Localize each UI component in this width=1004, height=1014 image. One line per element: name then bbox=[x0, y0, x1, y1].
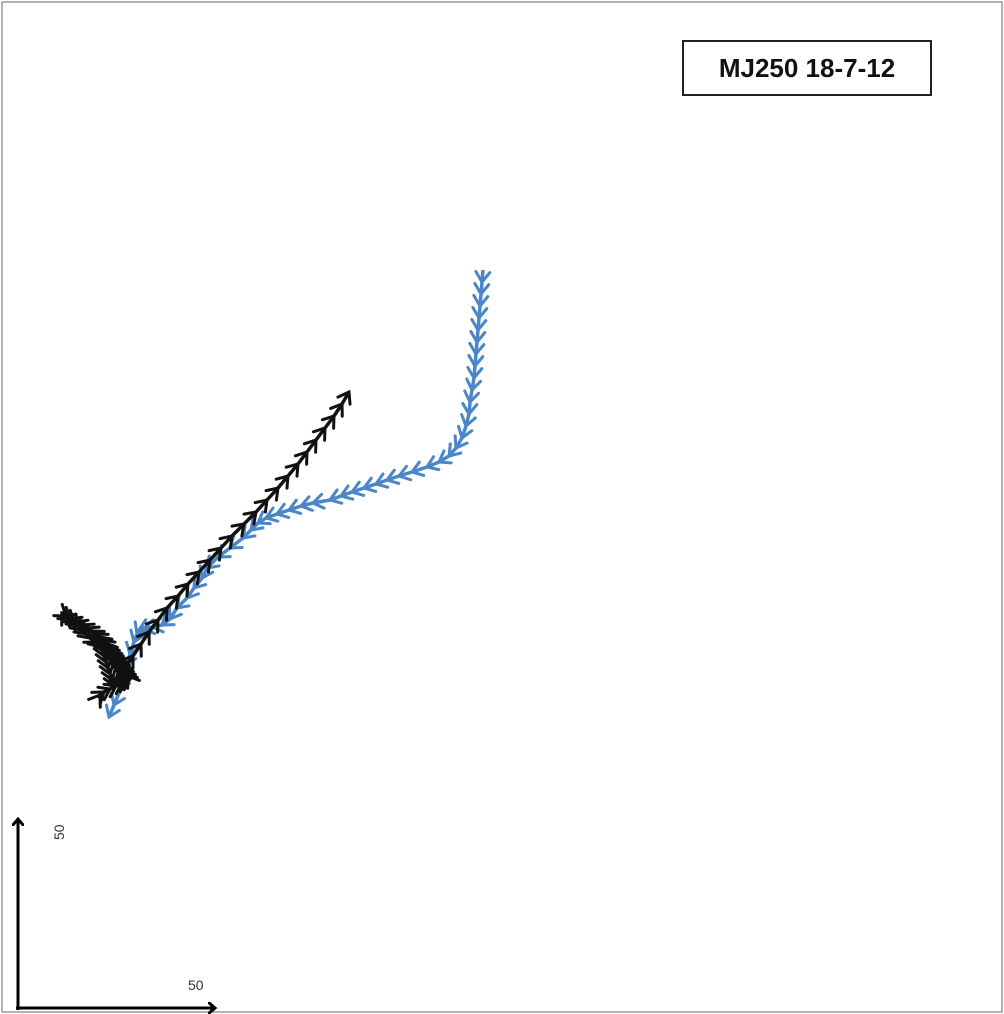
track-2-point bbox=[107, 673, 123, 690]
track-2-point bbox=[185, 570, 201, 586]
track-2-point bbox=[56, 605, 73, 621]
track-2-point bbox=[230, 522, 246, 538]
track-2-point bbox=[120, 653, 135, 670]
track-2-point bbox=[320, 413, 336, 430]
track-1-point bbox=[159, 611, 176, 627]
track-2-point bbox=[253, 498, 269, 514]
track-1-point bbox=[436, 449, 453, 465]
track-2-point bbox=[196, 558, 212, 574]
scale-bar: 50 50 bbox=[16, 820, 214, 1010]
track-2-point bbox=[60, 608, 77, 624]
track-1-point bbox=[192, 574, 208, 591]
track-1-point bbox=[465, 377, 483, 393]
track-2-point bbox=[82, 629, 99, 644]
track-1-point bbox=[461, 401, 479, 417]
track-2-point bbox=[336, 389, 352, 406]
track-2-point bbox=[68, 616, 84, 632]
track-2-point bbox=[52, 602, 69, 618]
track-id-label: MJ250 18-7-12 bbox=[682, 40, 932, 96]
track-1-point bbox=[384, 468, 401, 485]
trajectory-tracks bbox=[52, 269, 492, 720]
track-1-point bbox=[274, 502, 291, 519]
track-2-point bbox=[90, 690, 107, 706]
track-2-point bbox=[329, 401, 344, 418]
track-1-point bbox=[463, 389, 481, 405]
track-2-point bbox=[264, 486, 280, 502]
track-2-point bbox=[89, 636, 106, 653]
track-1-point bbox=[338, 484, 355, 501]
track-1-point bbox=[453, 434, 469, 451]
track-1-point bbox=[472, 293, 490, 309]
track-2-point bbox=[153, 605, 169, 622]
track-2-point bbox=[144, 617, 160, 634]
track-2-point bbox=[113, 663, 129, 680]
track-2-point bbox=[122, 667, 137, 684]
track-1-point bbox=[255, 510, 272, 526]
track-1-point bbox=[460, 413, 477, 429]
track-1-point bbox=[474, 269, 492, 285]
track-1-point bbox=[110, 691, 126, 708]
track-1-point bbox=[409, 460, 426, 477]
track-2-point bbox=[96, 685, 113, 702]
track-1-point bbox=[468, 341, 486, 357]
track-2-point bbox=[118, 661, 133, 678]
track-2-point bbox=[293, 449, 309, 466]
track-2-point bbox=[274, 473, 290, 490]
track-2-point bbox=[64, 612, 80, 628]
track-2-point bbox=[218, 534, 234, 550]
track-2-point bbox=[92, 642, 109, 659]
track-1-point bbox=[361, 476, 378, 493]
track-1-point bbox=[471, 305, 489, 321]
track-1-point bbox=[263, 506, 280, 523]
track-1-point bbox=[466, 365, 484, 381]
track-2-point bbox=[311, 425, 327, 442]
track-1-point bbox=[473, 281, 491, 297]
track-2-point bbox=[242, 510, 258, 526]
scale-bar-y-label: 50 bbox=[51, 824, 67, 840]
track-2-point bbox=[94, 648, 111, 665]
track-1-point bbox=[396, 464, 413, 482]
track-1-point bbox=[327, 488, 344, 505]
track-1-point bbox=[447, 442, 463, 458]
track-2-point bbox=[72, 620, 88, 636]
track-2-point bbox=[128, 641, 143, 658]
track-1-point bbox=[457, 424, 474, 441]
track-2-point bbox=[98, 660, 115, 677]
track-1-point bbox=[249, 516, 265, 532]
track-1-point bbox=[467, 353, 485, 369]
track-1-point bbox=[104, 703, 121, 720]
track-2-point bbox=[102, 682, 119, 699]
track-1-point bbox=[167, 605, 183, 622]
track-1-point bbox=[424, 455, 441, 472]
track-1-point bbox=[286, 498, 303, 515]
track-1-point bbox=[310, 492, 326, 510]
track-2-point bbox=[174, 581, 190, 598]
track-2-point bbox=[302, 437, 318, 454]
track-2-point bbox=[136, 629, 151, 646]
track-2-point bbox=[207, 546, 223, 562]
track-1-point bbox=[470, 317, 488, 333]
track-2-point bbox=[76, 624, 92, 640]
scale-bar-x-label: 50 bbox=[188, 977, 204, 993]
track-2-point bbox=[96, 654, 113, 671]
track-1-point bbox=[129, 628, 146, 645]
track-2-point bbox=[284, 461, 300, 478]
track-1-point bbox=[469, 329, 487, 345]
track-2-point bbox=[164, 594, 180, 610]
track-1-point bbox=[298, 495, 314, 512]
track-1-point bbox=[349, 480, 366, 497]
track-1-point bbox=[133, 620, 150, 637]
track-1-point bbox=[373, 472, 390, 489]
